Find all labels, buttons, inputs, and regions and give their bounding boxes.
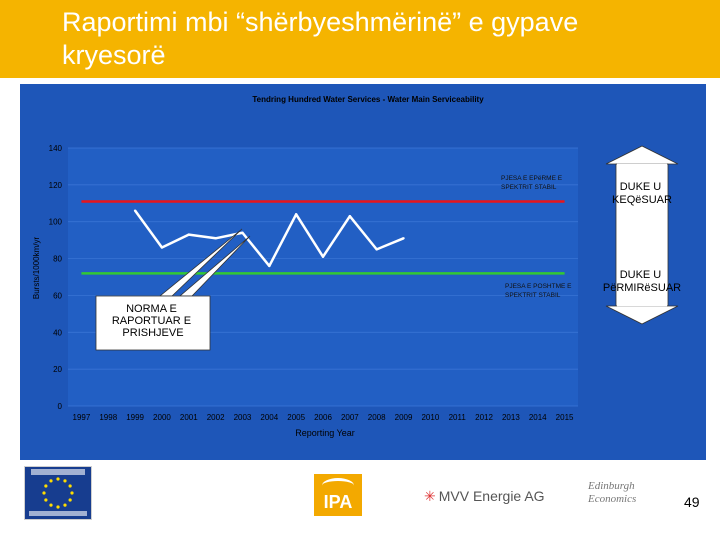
line-chart: Tendring Hundred Water Services - Water … [20, 84, 706, 460]
arrow-down-label: DUKE U PëRMIRëSUAR [603, 269, 681, 294]
upper-band-label: PJESA E EPëRME E SPEKTRIT STABIL [501, 175, 564, 191]
mvv-logo-text: MVV Energie AG [438, 488, 545, 504]
y-tick-label: 0 [58, 402, 63, 411]
y-tick-label: 40 [53, 328, 62, 337]
x-tick-label: 2012 [475, 413, 493, 422]
y-axis-label: Bursts/1000km/yr [32, 237, 41, 300]
x-tick-label: 2006 [314, 413, 332, 422]
eu-stars-icon [42, 477, 74, 509]
x-tick-label: 2000 [153, 413, 171, 422]
eu-logo-bottom-stripe [29, 511, 87, 516]
x-tick-label: 2010 [421, 413, 439, 422]
trend-arrow: DUKE U KEQëSUAR DUKE U PëRMIRëSUAR [603, 145, 681, 325]
callout-box [95, 295, 211, 351]
chart-container: Tendring Hundred Water Services - Water … [20, 84, 706, 460]
data-point [294, 213, 298, 216]
mvv-star-icon: ✳ [424, 488, 436, 504]
callout-line1: NORMA E [126, 303, 177, 315]
eu-logo-top-stripe [31, 469, 85, 475]
ipa-arc-icon [322, 478, 354, 493]
plot-area [68, 148, 578, 406]
x-tick-label: 2014 [529, 413, 547, 422]
callout: NORMA E RAPORTUAR E PRISHJEVE [95, 228, 251, 351]
x-tick-label: 2002 [207, 413, 225, 422]
data-point [348, 214, 352, 218]
slide-title: Raportimi mbi “shërbyeshmërinë” e gypave… [62, 7, 579, 70]
data-point [268, 264, 271, 268]
lower-band-label: PJESA E POSHTME E SPEKTRIT STABIL [505, 283, 573, 299]
x-tick-label: 2003 [234, 413, 252, 422]
edinburgh-economics-logo: Edinburgh Economics [588, 480, 660, 514]
arrow-up-label-line1: DUKE U [620, 181, 662, 193]
arrow-up-label-line2: KEQëSUAR [612, 194, 672, 206]
ipa-logo-text: IPA [323, 492, 353, 512]
data-point [375, 248, 378, 251]
x-tick-label: 2001 [180, 413, 198, 422]
x-tick-label: 2005 [287, 413, 305, 422]
arrow-up-label: DUKE U KEQëSUAR [612, 181, 672, 206]
callout-text: NORMA E RAPORTUAR E PRISHJEVE [112, 303, 194, 339]
y-tick-label: 20 [53, 365, 62, 374]
callout-line3: PRISHJEVE [122, 327, 183, 339]
ipa-logo: IPA [314, 474, 362, 516]
european-union-logo [24, 466, 92, 520]
data-point [160, 246, 164, 249]
ee-logo-text: Edinburgh Economics [588, 480, 637, 505]
callout-line2: RAPORTUAR E [112, 315, 191, 327]
slide-header: Raportimi mbi “shërbyeshmërinë” e gypave… [0, 0, 720, 78]
x-tick-label: 1997 [73, 413, 91, 422]
y-tick-label: 100 [49, 218, 63, 227]
y-tick-label: 80 [53, 255, 62, 264]
arrow-down-label-line1: DUKE U [620, 269, 662, 281]
data-point [133, 209, 137, 212]
mvv-energie-logo: ✳ MVV Energie AG [424, 488, 545, 508]
x-tick-label: 2008 [368, 413, 386, 422]
lower-band-label-line2: SPEKTRIT STABIL [505, 292, 561, 299]
data-point [402, 237, 405, 240]
arrow-down-label-line2: PëRMIRëSUAR [603, 282, 681, 294]
x-tick-label: 2007 [341, 413, 359, 422]
x-tick-label: 1998 [99, 413, 117, 422]
y-tick-label: 120 [49, 181, 63, 190]
chart-title: Tendring Hundred Water Services - Water … [252, 95, 484, 104]
data-point [214, 237, 217, 240]
x-tick-label: 2011 [449, 413, 467, 422]
x-tick-label: 2015 [556, 413, 574, 422]
x-tick-label: 2013 [502, 413, 520, 422]
x-tick-label: 1999 [126, 413, 144, 422]
x-tick-label: 2009 [395, 413, 413, 422]
data-point [321, 255, 325, 258]
y-tick-label: 140 [49, 144, 63, 153]
y-tick-label: 60 [53, 291, 62, 300]
page-number: 49 [684, 494, 700, 510]
data-point [187, 233, 190, 236]
x-axis-label: Reporting Year [295, 428, 355, 438]
upper-band-label-line2: SPEKTRIT STABIL [501, 184, 557, 191]
upper-band-label-line1: PJESA E EPëRME E [501, 175, 563, 182]
data-point [241, 231, 244, 234]
lower-band-label-line1: PJESA E POSHTME E [505, 283, 572, 290]
x-tick-label: 2004 [260, 413, 278, 422]
